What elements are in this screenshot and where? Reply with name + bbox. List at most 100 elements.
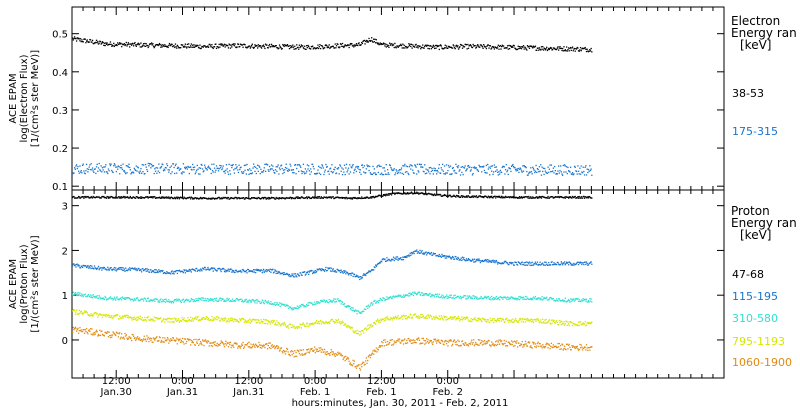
data-point [237, 299, 239, 301]
data-point [297, 326, 299, 328]
data-point [97, 40, 99, 43]
data-point [304, 274, 307, 276]
data-point [91, 295, 93, 297]
data-point [579, 300, 582, 303]
data-point [154, 269, 156, 271]
data-point [455, 319, 457, 321]
data-point [528, 319, 530, 321]
data-point [251, 270, 253, 273]
data-point [540, 264, 542, 266]
data-point [423, 170, 425, 173]
data-point [398, 169, 401, 171]
data-point [464, 295, 466, 297]
data-point [94, 168, 96, 170]
data-point [229, 319, 231, 321]
data-point [279, 168, 281, 171]
data-point [223, 318, 225, 320]
data-point [410, 294, 412, 296]
data-point [219, 269, 222, 271]
data-point [96, 196, 98, 198]
data-point [380, 172, 383, 174]
data-point [199, 319, 202, 321]
data-point [142, 43, 145, 45]
data-point [249, 300, 251, 302]
data-point [578, 298, 580, 301]
data-point [532, 166, 534, 168]
data-point [325, 299, 328, 302]
data-point [135, 45, 137, 47]
data-point [449, 315, 452, 318]
data-point [87, 196, 90, 198]
data-point [378, 299, 381, 302]
data-point [250, 270, 252, 272]
data-point [267, 320, 269, 322]
data-point [109, 41, 112, 43]
data-point [173, 45, 175, 47]
data-point [543, 322, 545, 324]
data-point [194, 197, 196, 199]
data-point [302, 322, 305, 324]
data-point [588, 50, 590, 52]
data-point [119, 197, 121, 199]
data-point [443, 255, 445, 258]
data-point [460, 298, 462, 300]
data-point [282, 169, 285, 171]
data-point [527, 197, 529, 199]
data-point [123, 315, 125, 317]
data-point [370, 323, 372, 326]
data-point [550, 196, 552, 198]
data-point [584, 46, 586, 49]
data-point [159, 271, 161, 273]
data-point [579, 46, 582, 49]
data-point [148, 271, 151, 273]
data-point [328, 267, 330, 270]
data-point [357, 310, 359, 312]
data-point [494, 46, 496, 48]
data-point [150, 269, 152, 271]
data-point [139, 268, 141, 271]
data-point [520, 196, 522, 199]
data-point [382, 258, 384, 260]
data-point [302, 170, 304, 173]
data-point [540, 263, 543, 265]
data-point [174, 270, 176, 273]
data-point [442, 170, 444, 172]
data-point [375, 39, 377, 41]
data-point [167, 300, 169, 303]
data-point [390, 166, 392, 169]
data-point [105, 42, 107, 44]
data-point [565, 320, 567, 322]
data-point [332, 299, 334, 302]
data-point [250, 301, 252, 303]
data-point [299, 46, 301, 49]
data-point [526, 45, 529, 47]
data-point [298, 326, 301, 329]
data-point [489, 45, 492, 47]
data-point [120, 268, 122, 271]
data-point [110, 43, 112, 46]
data-point [320, 323, 322, 325]
data-point [509, 168, 511, 170]
data-point [263, 167, 265, 169]
data-point [284, 198, 286, 200]
data-point [548, 47, 550, 50]
data-point [446, 47, 448, 49]
data-point [363, 328, 366, 330]
data-point [110, 163, 112, 165]
data-point [359, 312, 362, 315]
data-point [295, 196, 297, 198]
data-point [133, 316, 135, 318]
data-point [357, 42, 360, 45]
data-point [433, 167, 435, 169]
data-point [410, 254, 412, 256]
data-point [193, 44, 195, 46]
data-point [290, 275, 292, 277]
data-point [127, 196, 129, 198]
data-point [200, 318, 202, 321]
data-point [307, 325, 309, 327]
data-point [192, 163, 194, 166]
data-point [418, 163, 421, 165]
data-point [508, 263, 510, 266]
data-point [400, 192, 402, 195]
data-point [286, 44, 289, 46]
